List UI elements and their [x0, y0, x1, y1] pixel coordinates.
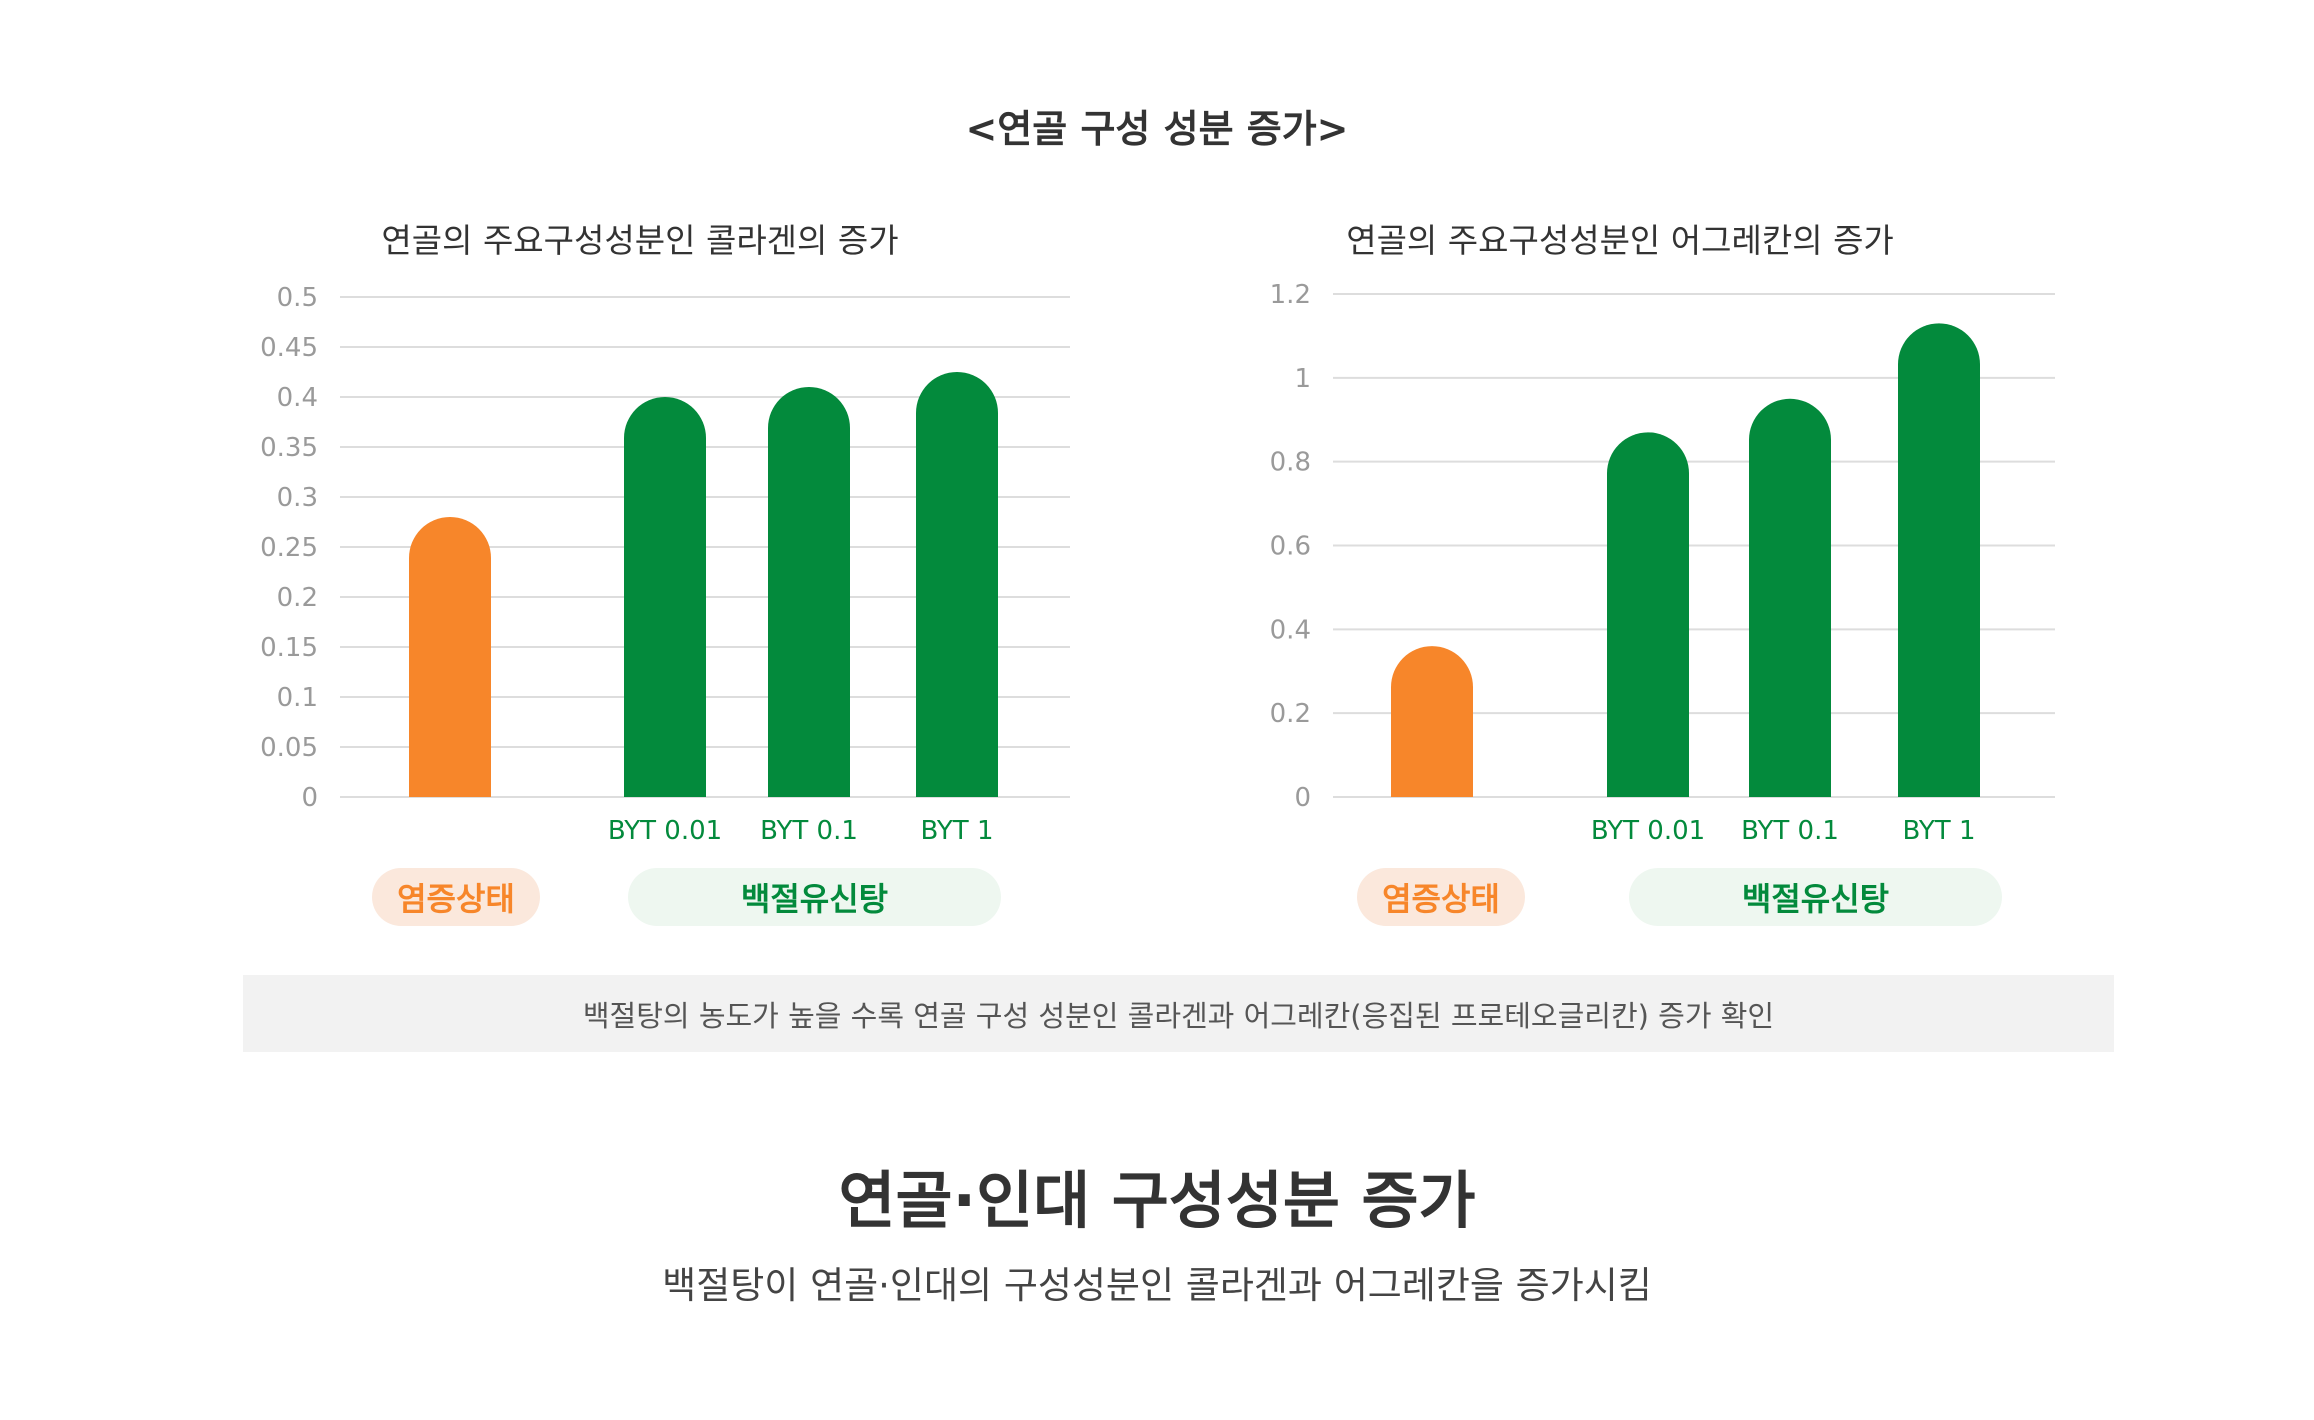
- legend-inflammation-pill: 염증상태: [372, 868, 540, 926]
- legend-treatment-pill: 백절유신탕: [628, 868, 1001, 926]
- y-tick-label: 0.45: [260, 333, 318, 363]
- bar: [768, 387, 850, 797]
- x-category-label: BYT 1: [921, 816, 994, 846]
- y-tick-label: 0.5: [277, 283, 318, 313]
- x-category-label: BYT 0.01: [608, 816, 722, 846]
- y-tick-label: 0.15: [260, 633, 318, 663]
- bar: [1391, 646, 1473, 797]
- chart-title-aggrecan: 연골의 주요구성성분인 어그레칸의 증가: [1346, 221, 1894, 260]
- x-category-label: BYT 1: [1903, 816, 1976, 846]
- y-tick-label: 0.1: [277, 683, 318, 713]
- y-tick-label: 0.6: [1270, 532, 1311, 562]
- x-category-label: BYT 0.1: [1741, 816, 1839, 846]
- aggrecan-bar-chart: 0 0.2 0.4 0.6 0.8 1 1.2 BYT 0.01 BYT 0.1 BYT 1: [1270, 280, 2055, 846]
- y-tick-label: 1: [1294, 364, 1311, 394]
- bar: [624, 397, 706, 797]
- main-heading: 연골·인대 구성성분 증가: [838, 1164, 1476, 1237]
- x-category-label: BYT 0.1: [760, 816, 858, 846]
- bar: [409, 517, 491, 797]
- y-tick-label: 0.4: [277, 383, 318, 413]
- y-tick-label: 0.05: [260, 733, 318, 763]
- bar: [1898, 323, 1980, 797]
- legend-inflammation-pill: 염증상태: [1357, 868, 1525, 926]
- x-category-label: BYT 0.01: [1591, 816, 1705, 846]
- legend-treatment-pill: 백절유신탕: [1629, 868, 2002, 926]
- y-tick-label: 1.2: [1270, 280, 1311, 310]
- collagen-bar-chart: 0 0.05 0.1 0.15 0.2 0.25 0.3 0.35 0.4 0.45 0.5 BYT …: [260, 283, 1070, 846]
- y-tick-label: 0.4: [1270, 615, 1311, 645]
- y-tick-label: 0: [1294, 783, 1311, 813]
- y-tick-label: 0.2: [1270, 699, 1311, 729]
- chart-title-collagen: 연골의 주요구성성분인 콜라겐의 증가: [381, 221, 899, 260]
- summary-note: 백절탕의 농도가 높을 수록 연골 구성 성분인 콜라겐과 어그레칸(응집된 프…: [243, 975, 2114, 1052]
- y-tick-label: 0.2: [277, 583, 318, 613]
- y-tick-label: 0: [301, 783, 318, 813]
- y-tick-label: 0.8: [1270, 448, 1311, 478]
- y-tick-label: 0.35: [260, 433, 318, 463]
- y-tick-label: 0.25: [260, 533, 318, 563]
- section-title: <연골 구성 성분 증가>: [965, 107, 1349, 151]
- sub-heading: 백절탕이 연골·인대의 구성성분인 콜라겐과 어그레칸을 증가시킴: [662, 1264, 1652, 1307]
- bar: [1607, 432, 1689, 797]
- y-tick-label: 0.3: [277, 483, 318, 513]
- bar: [916, 372, 998, 797]
- bar: [1749, 398, 1831, 797]
